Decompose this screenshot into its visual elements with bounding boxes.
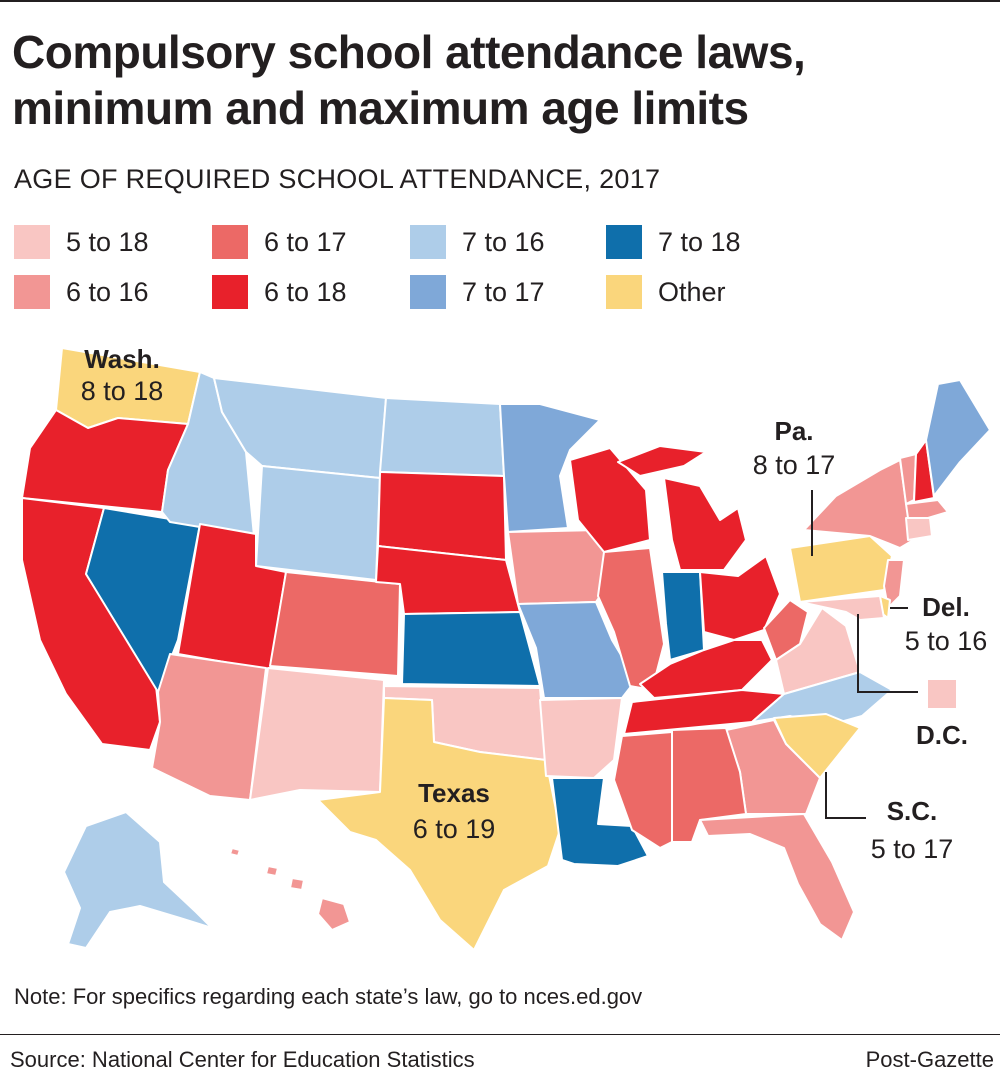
dc-swatch: [928, 680, 956, 708]
state-new-jersey: [883, 559, 905, 609]
legend-swatch: [14, 275, 50, 309]
legend-swatch: [606, 225, 642, 259]
legend-label: 6 to 17: [264, 226, 347, 257]
source-text: Source: National Center for Education St…: [10, 1047, 475, 1072]
legend-label: Other: [658, 276, 726, 307]
del-range: 5 to 16: [905, 626, 988, 656]
dc-callout-line: [857, 614, 918, 693]
state-alaska: [63, 811, 213, 949]
legend-label: 7 to 17: [462, 276, 545, 307]
state-wisconsin: [569, 447, 651, 553]
state-ohio: [699, 555, 781, 641]
state-arkansas: [539, 697, 623, 779]
state-wyoming: [255, 465, 381, 581]
state-colorado: [269, 571, 401, 677]
legend-label: 6 to 16: [66, 276, 149, 307]
legend-swatch: [212, 225, 248, 259]
state-louisiana: [551, 777, 649, 867]
legend-item-other: Other: [606, 275, 726, 309]
legend-item-7-to-17: 7 to 17: [410, 275, 545, 309]
sc-range: 5 to 17: [871, 834, 954, 864]
legend-item-7-to-16: 7 to 16: [410, 225, 545, 259]
state-indiana: [661, 571, 705, 661]
legend-label: 5 to 18: [66, 226, 149, 257]
chart-subtitle: AGE OF REQUIRED SCHOOL ATTENDANCE, 2017: [14, 164, 661, 194]
note-text: Note: For specifics regarding each state…: [14, 984, 643, 1009]
texas-range: 6 to 19: [413, 814, 496, 844]
pa-range: 8 to 17: [753, 450, 836, 480]
state-north-dakota: [379, 397, 505, 477]
state-florida: [699, 813, 855, 941]
legend-swatch: [212, 275, 248, 309]
legend-swatch: [14, 225, 50, 259]
wash-label: Wash.: [84, 344, 160, 374]
legend-item-6-to-17: 6 to 17: [212, 225, 347, 259]
title-line-1: Compulsory school attendance laws,: [12, 26, 806, 78]
us-map: Wash. 8 to 18 Pa. 8 to 17 Del. 5 to 16 D…: [21, 344, 991, 951]
state-new-mexico: [249, 667, 385, 801]
pa-label: Pa.: [774, 416, 813, 446]
state-kansas: [401, 611, 541, 687]
state-kentucky: [639, 639, 773, 699]
state-south-dakota: [377, 471, 507, 561]
legend-item-6-to-16: 6 to 16: [14, 275, 149, 309]
credit-text: Post-Gazette: [865, 1047, 994, 1072]
legend-item-5-to-18: 5 to 18: [14, 225, 149, 259]
texas-label: Texas: [418, 778, 490, 808]
sc-label: S.C.: [887, 796, 938, 826]
dc-label: D.C.: [916, 720, 968, 750]
footer-rule: [0, 1034, 1000, 1035]
chart-title: Compulsory school attendance laws, minim…: [12, 24, 992, 136]
legend-label: 7 to 18: [658, 226, 741, 257]
state-missouri: [517, 601, 637, 699]
state-oregon: [21, 409, 189, 513]
state-pennsylvania: [789, 535, 893, 603]
del-label: Del.: [922, 592, 970, 622]
state-minnesota: [499, 403, 601, 533]
state-idaho: [161, 371, 255, 537]
legend-swatch: [606, 275, 642, 309]
state-maine: [925, 379, 991, 497]
state-new-hampshire: [913, 439, 935, 503]
top-rule: [0, 0, 1000, 2]
state-illinois: [597, 547, 665, 691]
legend-item-6-to-18: 6 to 18: [212, 275, 347, 309]
legend-swatch: [410, 225, 446, 259]
state-alabama: [671, 727, 747, 843]
legend-item-7-to-18: 7 to 18: [606, 225, 741, 259]
title-line-2: minimum and maximum age limits: [12, 82, 749, 134]
legend-swatch: [410, 275, 446, 309]
legend-label: 7 to 16: [462, 226, 545, 257]
state-connecticut: [905, 517, 933, 541]
state-maryland: [799, 595, 885, 621]
state-arizona: [151, 653, 267, 801]
state-michigan: [617, 445, 747, 571]
state-hawaii: [229, 847, 351, 931]
sc-callout-line: [825, 772, 866, 819]
wash-range: 8 to 18: [81, 376, 164, 406]
state-mississippi: [613, 731, 673, 849]
state-massachusetts: [905, 499, 949, 519]
state-texas: [317, 697, 561, 951]
legend-label: 6 to 18: [264, 276, 347, 307]
